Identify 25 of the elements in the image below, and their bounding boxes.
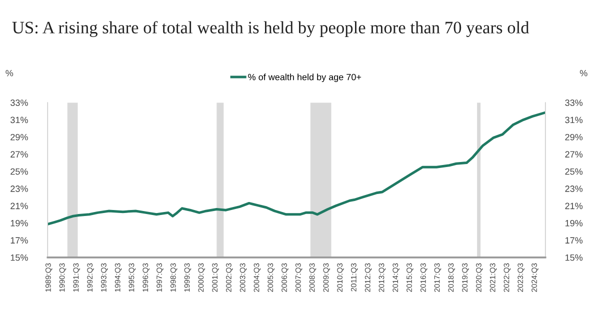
y2-tick-label: 19%: [565, 220, 583, 226]
y2-tick-label: 29%: [565, 134, 583, 140]
y2-tick-label: 17%: [565, 237, 583, 244]
y-tick-label: 29%: [10, 134, 28, 140]
y2-tick-label: 15%: [565, 254, 583, 261]
y2-tick-label: 25%: [565, 168, 583, 175]
y-tick-label: 15%: [10, 254, 28, 261]
y2-tick-label: 27%: [565, 151, 583, 158]
y-tick-label: 19%: [10, 220, 28, 226]
y-tick-label: 33%: [10, 100, 28, 106]
y2-tick-label: 31%: [565, 116, 583, 124]
y-tick-label: 17%: [10, 237, 28, 244]
y-tick-label: 23%: [10, 186, 28, 192]
chart-title: US: A rising share of total wealth is held by people more than 70 years old: [12, 21, 530, 38]
legend-label: % of wealth held by age 70+: [248, 74, 362, 82]
y2-tick-label: 33%: [565, 100, 583, 106]
y-axis-title: %: [6, 70, 14, 76]
y-tick-label: 27%: [10, 151, 28, 158]
y-tick-label: 25%: [10, 168, 28, 175]
y2-tick-label: 21%: [565, 202, 583, 210]
y2-axis-title: %: [580, 70, 588, 76]
line-series: [48, 112, 546, 226]
y-tick-label: 21%: [10, 202, 28, 210]
y2-tick-label: 23%: [565, 186, 583, 192]
y-tick-label: 31%: [10, 116, 28, 124]
